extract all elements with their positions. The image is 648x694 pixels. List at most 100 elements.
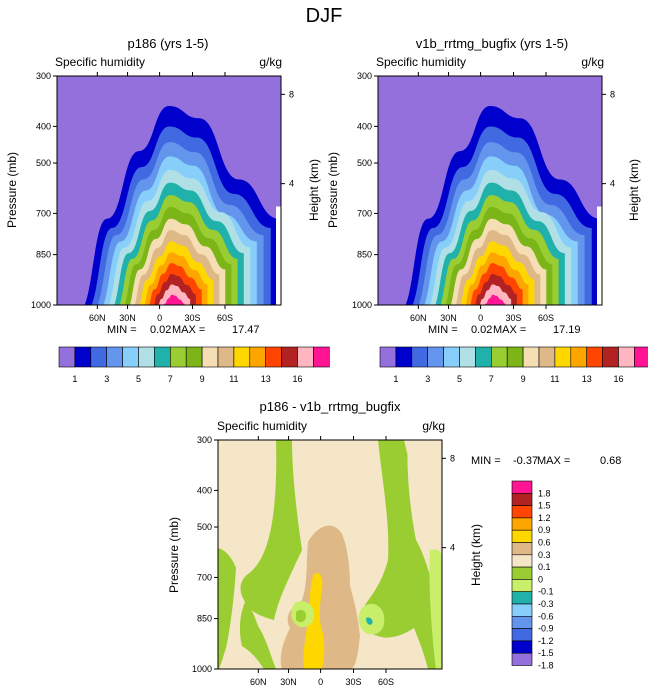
- lat-tick-label: 0: [318, 677, 323, 687]
- colorbar-label: 3: [425, 374, 430, 384]
- colorbar-label: 16: [613, 374, 623, 384]
- y2-axis-label: Height (km): [469, 524, 483, 586]
- contour-band: [480, 284, 512, 305]
- colorbar-label: 11: [229, 374, 238, 384]
- colorbar-swatch: [265, 346, 282, 368]
- colorbar: 1 3 5 7 9 11 13 16: [58, 346, 330, 384]
- colorbar-label: 0.1: [538, 562, 551, 572]
- colorbar-swatch: [74, 346, 92, 368]
- colorbar-swatch: [122, 346, 139, 368]
- contour-band: [429, 549, 442, 669]
- contour-band: [303, 572, 325, 669]
- max-label: MAX =: [493, 324, 526, 336]
- colorbar-swatch: [522, 346, 540, 368]
- lat-tick-label: 60N: [250, 677, 267, 687]
- plot-frame: [377, 75, 603, 306]
- colorbar-label: 0.9: [538, 525, 551, 535]
- colorbar-swatch: [217, 346, 235, 368]
- contour-band: [159, 284, 191, 305]
- colorbar-swatch: [201, 346, 219, 368]
- colorbar-swatch: [511, 517, 533, 531]
- colorbar-swatch: [511, 603, 533, 617]
- colorbar-swatch: [395, 346, 413, 368]
- panel-title: v1b_rrtmg_bugfix (yrs 1-5): [416, 36, 568, 51]
- colorbar-swatch: [602, 346, 619, 368]
- pressure-tick-label: 700: [357, 208, 372, 218]
- colorbar-swatch: [634, 346, 648, 368]
- colorbar-label: 9: [521, 374, 526, 384]
- units-label: g/kg: [422, 419, 445, 433]
- colorbar-swatch: [511, 616, 533, 629]
- colorbar-swatch: [313, 346, 330, 368]
- colorbar-swatch: [511, 652, 533, 666]
- lat-tick-label: 60S: [378, 677, 394, 687]
- colorbar-label: 7: [168, 374, 173, 384]
- colorbar-label: 5: [136, 374, 141, 384]
- height-tick-label: 4: [289, 179, 294, 189]
- colorbar-label: 1.2: [538, 513, 551, 523]
- colorbar-swatch: [511, 529, 533, 543]
- pressure-tick-label: 700: [36, 208, 51, 218]
- contour-band: [296, 609, 306, 623]
- units-label: g/kg: [259, 55, 282, 69]
- colorbar-swatch: [249, 346, 267, 368]
- colorbar-swatch: [511, 628, 533, 642]
- height-tick-label: 8: [610, 89, 615, 99]
- colorbar-swatch: [570, 346, 588, 368]
- height-tick-label: 8: [289, 89, 294, 99]
- max-value: 17.47: [232, 324, 260, 336]
- lat-tick-label: 60S: [538, 313, 554, 323]
- pressure-tick-label: 500: [197, 522, 212, 532]
- colorbar-swatch: [58, 346, 76, 368]
- pressure-tick-label: 300: [36, 71, 51, 81]
- colorbar-swatch: [281, 346, 298, 368]
- colorbar-label: -1.5: [538, 648, 554, 658]
- lat-tick-label: 30S: [506, 313, 522, 323]
- colorbar-swatch: [511, 542, 533, 556]
- variable-label: Specific humidity: [55, 55, 145, 69]
- colorbar-swatch: [138, 346, 155, 368]
- colorbar-label: 0.3: [538, 550, 551, 560]
- colorbar-swatch: [511, 480, 533, 494]
- contour-fill: [57, 76, 281, 305]
- lat-tick-label: 60S: [217, 313, 233, 323]
- colorbar-label: 1: [393, 374, 398, 384]
- colorbar-swatch: [185, 346, 203, 368]
- lat-tick-label: 30N: [280, 677, 297, 687]
- y-axis-label: Pressure (mb): [326, 152, 340, 228]
- pressure-tick-label: 500: [36, 158, 51, 168]
- pressure-tick-label: 400: [357, 121, 372, 131]
- colorbar-swatch: [411, 346, 428, 368]
- colorbar-swatch: [233, 346, 251, 368]
- colorbar-label: 11: [550, 374, 559, 384]
- pressure-tick-label: 1000: [352, 300, 372, 310]
- colorbar-swatch: [511, 640, 533, 654]
- plot-frame: [56, 75, 282, 306]
- panel-difference: p186 - v1b_rrtmg_bugfix Specific humidit…: [167, 399, 621, 687]
- missing-data-mask: [276, 206, 281, 305]
- variable-label: Specific humidity: [217, 419, 307, 433]
- colorbar-label: 3: [104, 374, 109, 384]
- colorbar-swatch: [443, 346, 460, 368]
- pressure-tick-label: 300: [197, 435, 212, 445]
- colorbar-label: 16: [292, 374, 302, 384]
- contour-band: [218, 548, 236, 669]
- colorbar-swatch: [297, 346, 314, 368]
- colorbar-label: 1: [72, 374, 77, 384]
- colorbar-label: 13: [582, 374, 592, 384]
- pressure-tick-label: 1000: [192, 664, 212, 674]
- contour-band: [240, 440, 302, 620]
- panel-title: p186 (yrs 1-5): [128, 36, 209, 51]
- pressure-tick-label: 850: [197, 614, 212, 624]
- colorbar-swatch: [491, 346, 508, 368]
- contour-band: [366, 617, 373, 625]
- panel-test: v1b_rrtmg_bugfix (yrs 1-5) Specific humi…: [326, 36, 648, 384]
- panel-control: p186 (yrs 1-5) Specific humidity g/kg 30…: [5, 36, 330, 384]
- missing-data-mask: [597, 206, 602, 305]
- min-label: MIN =: [107, 324, 137, 336]
- colorbar-swatch: [511, 493, 533, 506]
- y-axis-label: Pressure (mb): [5, 152, 19, 228]
- colorbar-swatch: [379, 346, 397, 368]
- lat-tick-label: 30N: [440, 313, 457, 323]
- lat-tick-label: 60N: [89, 313, 106, 323]
